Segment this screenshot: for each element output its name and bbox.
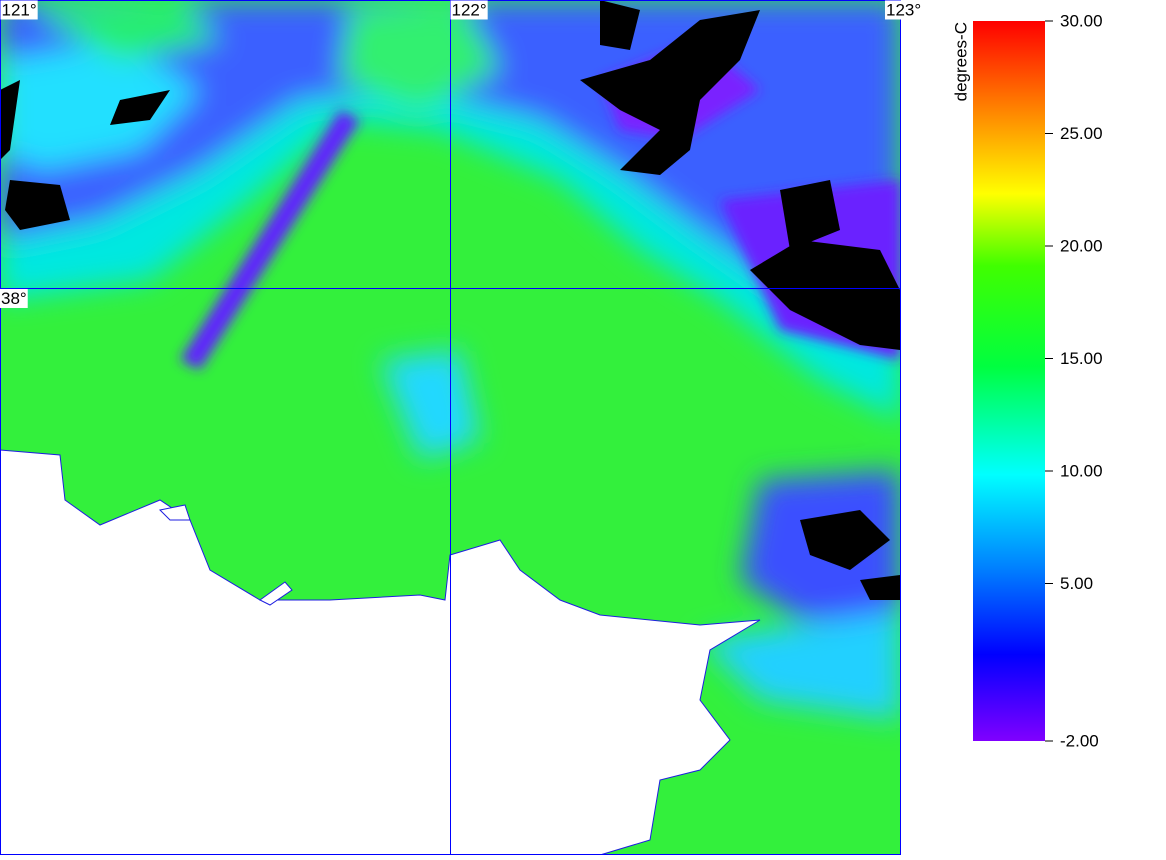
colorbar-tick-label: 10.00 [1060, 461, 1103, 480]
colorbar-ticks: 30.00 25.00 20.00 15.00 10.00 5.00 -2.00 [1045, 11, 1103, 750]
colorbar-tick-label: 15.00 [1060, 349, 1103, 368]
graticule: 121° 122° 123° 38° [0, 0, 923, 855]
colorbar [973, 21, 1045, 741]
colorbar-tick-label: 30.00 [1060, 11, 1103, 30]
longitude-label: 121° [2, 0, 37, 19]
latitude-label: 38° [1, 289, 27, 308]
colorbar-label: degrees-C [951, 22, 970, 101]
longitude-label: 122° [452, 0, 487, 19]
label-background [0, 288, 28, 308]
label-background [885, 0, 923, 20]
label-background [0, 0, 38, 20]
label-background [450, 0, 488, 20]
colorbar-tick-label: 5.00 [1060, 574, 1093, 593]
longitude-label: 123° [886, 0, 921, 19]
cold-patches [0, 0, 900, 600]
colorbar-tick-label: 25.00 [1060, 124, 1103, 143]
colorbar-tick-label: -2.00 [1060, 731, 1099, 750]
colorbar-tick-label: 20.00 [1060, 236, 1103, 255]
land [0, 449, 761, 855]
